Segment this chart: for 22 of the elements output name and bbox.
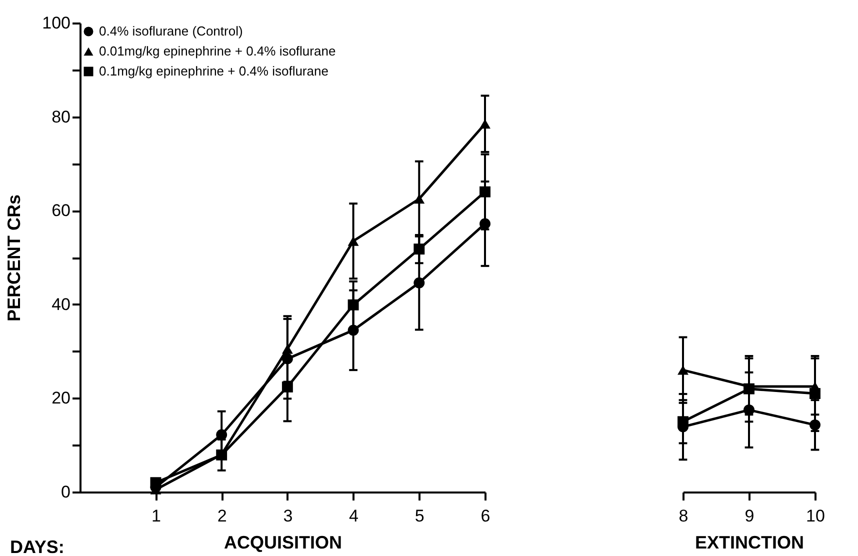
x-tick-label: 10 bbox=[806, 506, 825, 526]
x-tick-label: 2 bbox=[217, 506, 227, 526]
x-tick-label: 9 bbox=[744, 506, 754, 526]
y-axis-title: PERCENT CRs bbox=[4, 194, 24, 322]
y-tick-label: 60 bbox=[52, 201, 70, 220]
x-axis-title: ACQUISITION bbox=[224, 532, 342, 552]
x-tick-label: 1 bbox=[151, 506, 161, 526]
legend-label: 0.01mg/kg epinephrine + 0.4% isoflurane bbox=[99, 44, 336, 58]
x-tick-label: 5 bbox=[414, 506, 424, 526]
x-tick-label: 8 bbox=[678, 506, 688, 526]
y-tick-label: 40 bbox=[52, 294, 70, 314]
x-tick-label: 4 bbox=[349, 506, 359, 526]
y-tick-label: 100 bbox=[42, 14, 70, 32]
x-tick-label: 3 bbox=[283, 506, 293, 526]
legend-label: 0.4% isoflurane (Control) bbox=[99, 24, 243, 38]
y-tick-label: 0 bbox=[61, 482, 70, 502]
text: DAYS: bbox=[10, 537, 64, 556]
legend-label: 0.1mg/kg epinephrine + 0.4% isoflurane bbox=[99, 64, 328, 78]
x-axis-title: EXTINCTION bbox=[694, 532, 804, 552]
x-tick-label: 6 bbox=[480, 506, 490, 526]
y-tick-label: 80 bbox=[52, 107, 70, 126]
y-tick-label: 20 bbox=[52, 388, 70, 408]
